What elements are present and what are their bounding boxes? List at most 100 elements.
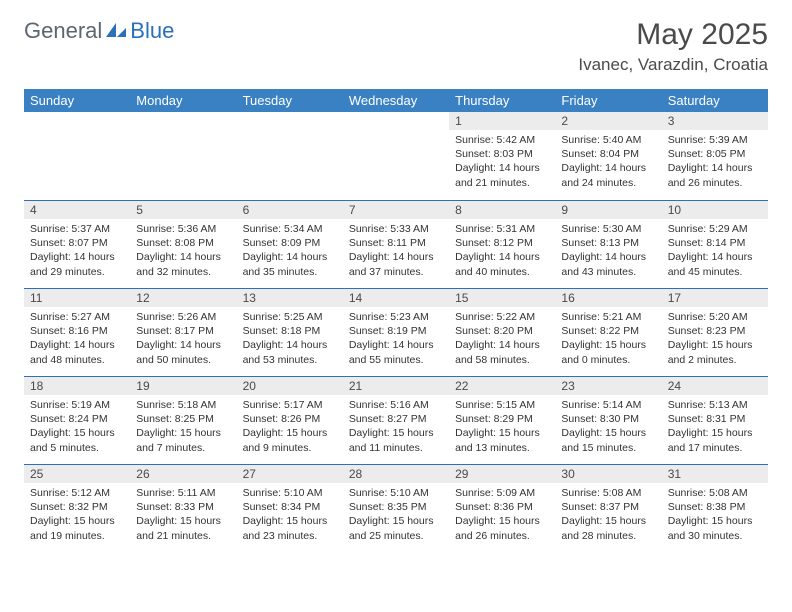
sunset-line: Sunset: 8:36 PM — [455, 500, 549, 514]
calendar-week-row: 1Sunrise: 5:42 AMSunset: 8:03 PMDaylight… — [24, 112, 768, 200]
sunset-line: Sunset: 8:11 PM — [349, 236, 443, 250]
day-number: 6 — [237, 200, 343, 219]
sunrise-line: Sunrise: 5:26 AM — [136, 310, 230, 324]
calendar-week-row: 25Sunrise: 5:12 AMSunset: 8:32 PMDayligh… — [24, 464, 768, 552]
calendar-day-cell — [24, 112, 130, 200]
calendar-day-cell: 2Sunrise: 5:40 AMSunset: 8:04 PMDaylight… — [555, 112, 661, 200]
day-number: 24 — [662, 376, 768, 395]
day-number: 9 — [555, 200, 661, 219]
day-number: 19 — [130, 376, 236, 395]
calendar-day-cell: 11Sunrise: 5:27 AMSunset: 8:16 PMDayligh… — [24, 288, 130, 376]
calendar-table: SundayMondayTuesdayWednesdayThursdayFrid… — [24, 89, 768, 552]
day-info: Sunrise: 5:34 AMSunset: 8:09 PMDaylight:… — [237, 219, 343, 285]
calendar-day-cell: 18Sunrise: 5:19 AMSunset: 8:24 PMDayligh… — [24, 376, 130, 464]
sunrise-line: Sunrise: 5:37 AM — [30, 222, 124, 236]
sunset-line: Sunset: 8:03 PM — [455, 147, 549, 161]
day-number: 30 — [555, 464, 661, 483]
logo-text-blue: Blue — [130, 18, 174, 44]
day-number: 5 — [130, 200, 236, 219]
sunrise-line: Sunrise: 5:08 AM — [561, 486, 655, 500]
calendar-day-cell: 20Sunrise: 5:17 AMSunset: 8:26 PMDayligh… — [237, 376, 343, 464]
day-info: Sunrise: 5:17 AMSunset: 8:26 PMDaylight:… — [237, 395, 343, 461]
day-info: Sunrise: 5:22 AMSunset: 8:20 PMDaylight:… — [449, 307, 555, 373]
daylight-line: Daylight: 15 hours and 5 minutes. — [30, 426, 124, 454]
calendar-day-cell: 7Sunrise: 5:33 AMSunset: 8:11 PMDaylight… — [343, 200, 449, 288]
calendar-day-cell: 5Sunrise: 5:36 AMSunset: 8:08 PMDaylight… — [130, 200, 236, 288]
sunset-line: Sunset: 8:24 PM — [30, 412, 124, 426]
weekday-header: Tuesday — [237, 89, 343, 112]
daylight-line: Daylight: 14 hours and 43 minutes. — [561, 250, 655, 278]
sunset-line: Sunset: 8:35 PM — [349, 500, 443, 514]
sunrise-line: Sunrise: 5:10 AM — [349, 486, 443, 500]
day-number: 16 — [555, 288, 661, 307]
day-info: Sunrise: 5:39 AMSunset: 8:05 PMDaylight:… — [662, 130, 768, 196]
sunset-line: Sunset: 8:18 PM — [243, 324, 337, 338]
sunrise-line: Sunrise: 5:29 AM — [668, 222, 762, 236]
sunset-line: Sunset: 8:05 PM — [668, 147, 762, 161]
sunrise-line: Sunrise: 5:36 AM — [136, 222, 230, 236]
calendar-day-cell: 25Sunrise: 5:12 AMSunset: 8:32 PMDayligh… — [24, 464, 130, 552]
daylight-line: Daylight: 15 hours and 0 minutes. — [561, 338, 655, 366]
sunrise-line: Sunrise: 5:16 AM — [349, 398, 443, 412]
sunset-line: Sunset: 8:30 PM — [561, 412, 655, 426]
daylight-line: Daylight: 15 hours and 7 minutes. — [136, 426, 230, 454]
header: General Blue May 2025 Ivanec, Varazdin, … — [24, 18, 768, 75]
day-number: 23 — [555, 376, 661, 395]
weekday-header: Friday — [555, 89, 661, 112]
day-number: 20 — [237, 376, 343, 395]
daylight-line: Daylight: 14 hours and 50 minutes. — [136, 338, 230, 366]
weekday-header: Wednesday — [343, 89, 449, 112]
calendar-day-cell: 3Sunrise: 5:39 AMSunset: 8:05 PMDaylight… — [662, 112, 768, 200]
sunrise-line: Sunrise: 5:14 AM — [561, 398, 655, 412]
sunrise-line: Sunrise: 5:30 AM — [561, 222, 655, 236]
daylight-line: Daylight: 15 hours and 26 minutes. — [455, 514, 549, 542]
day-number: 27 — [237, 464, 343, 483]
sunset-line: Sunset: 8:37 PM — [561, 500, 655, 514]
sunrise-line: Sunrise: 5:33 AM — [349, 222, 443, 236]
calendar-day-cell: 12Sunrise: 5:26 AMSunset: 8:17 PMDayligh… — [130, 288, 236, 376]
daylight-line: Daylight: 14 hours and 45 minutes. — [668, 250, 762, 278]
sunset-line: Sunset: 8:19 PM — [349, 324, 443, 338]
daylight-line: Daylight: 15 hours and 9 minutes. — [243, 426, 337, 454]
calendar-day-cell: 15Sunrise: 5:22 AMSunset: 8:20 PMDayligh… — [449, 288, 555, 376]
sunrise-line: Sunrise: 5:31 AM — [455, 222, 549, 236]
calendar-body: 1Sunrise: 5:42 AMSunset: 8:03 PMDaylight… — [24, 112, 768, 552]
sunset-line: Sunset: 8:12 PM — [455, 236, 549, 250]
calendar-day-cell: 22Sunrise: 5:15 AMSunset: 8:29 PMDayligh… — [449, 376, 555, 464]
sunset-line: Sunset: 8:27 PM — [349, 412, 443, 426]
day-info: Sunrise: 5:16 AMSunset: 8:27 PMDaylight:… — [343, 395, 449, 461]
calendar-day-cell: 1Sunrise: 5:42 AMSunset: 8:03 PMDaylight… — [449, 112, 555, 200]
calendar-day-cell: 21Sunrise: 5:16 AMSunset: 8:27 PMDayligh… — [343, 376, 449, 464]
day-info: Sunrise: 5:36 AMSunset: 8:08 PMDaylight:… — [130, 219, 236, 285]
daylight-line: Daylight: 15 hours and 21 minutes. — [136, 514, 230, 542]
sunrise-line: Sunrise: 5:42 AM — [455, 133, 549, 147]
daylight-line: Daylight: 15 hours and 23 minutes. — [243, 514, 337, 542]
day-info: Sunrise: 5:10 AMSunset: 8:35 PMDaylight:… — [343, 483, 449, 549]
calendar-day-cell — [237, 112, 343, 200]
day-number: 14 — [343, 288, 449, 307]
calendar-day-cell: 13Sunrise: 5:25 AMSunset: 8:18 PMDayligh… — [237, 288, 343, 376]
daylight-line: Daylight: 15 hours and 19 minutes. — [30, 514, 124, 542]
weekday-header: Monday — [130, 89, 236, 112]
day-info: Sunrise: 5:40 AMSunset: 8:04 PMDaylight:… — [555, 130, 661, 196]
sunrise-line: Sunrise: 5:15 AM — [455, 398, 549, 412]
logo-text-general: General — [24, 18, 102, 44]
calendar-day-cell: 6Sunrise: 5:34 AMSunset: 8:09 PMDaylight… — [237, 200, 343, 288]
sunrise-line: Sunrise: 5:10 AM — [243, 486, 337, 500]
location-subtitle: Ivanec, Varazdin, Croatia — [578, 55, 768, 75]
day-number: 18 — [24, 376, 130, 395]
sunset-line: Sunset: 8:20 PM — [455, 324, 549, 338]
day-number: 31 — [662, 464, 768, 483]
sunrise-line: Sunrise: 5:08 AM — [668, 486, 762, 500]
weekday-header: Saturday — [662, 89, 768, 112]
month-title: May 2025 — [578, 18, 768, 51]
sunset-line: Sunset: 8:13 PM — [561, 236, 655, 250]
daylight-line: Daylight: 14 hours and 35 minutes. — [243, 250, 337, 278]
calendar-day-cell: 28Sunrise: 5:10 AMSunset: 8:35 PMDayligh… — [343, 464, 449, 552]
calendar-day-cell: 9 Sunrise: 5:30 AMSunset: 8:13 PMDaylight… — [555, 200, 661, 288]
day-number: 29 — [449, 464, 555, 483]
sunrise-line: Sunrise: 5:22 AM — [455, 310, 549, 324]
calendar-day-cell: 29Sunrise: 5:09 AMSunset: 8:36 PMDayligh… — [449, 464, 555, 552]
sunset-line: Sunset: 8:07 PM — [30, 236, 124, 250]
weekday-header: Thursday — [449, 89, 555, 112]
